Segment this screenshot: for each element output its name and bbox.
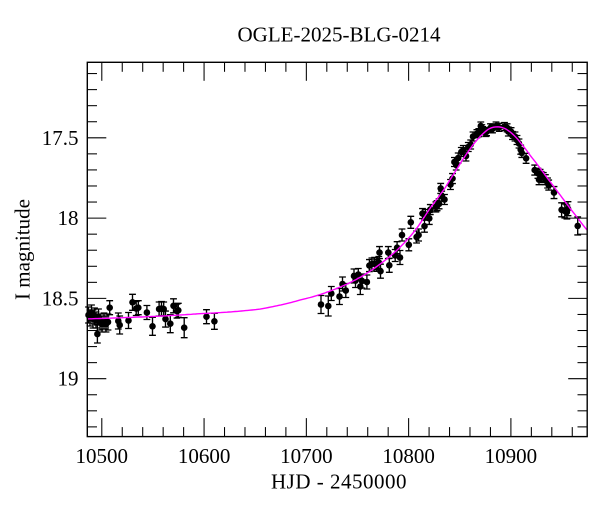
svg-text:10500: 10500 — [76, 444, 129, 468]
svg-text:10900: 10900 — [485, 444, 538, 468]
svg-text:10800: 10800 — [382, 444, 435, 468]
svg-text:18: 18 — [58, 206, 79, 230]
svg-text:18.5: 18.5 — [42, 286, 79, 310]
svg-text:I magnitude: I magnitude — [11, 199, 35, 300]
svg-text:19: 19 — [58, 367, 79, 391]
svg-text:10600: 10600 — [178, 444, 231, 468]
svg-text:10700: 10700 — [280, 444, 333, 468]
svg-text:17.5: 17.5 — [42, 126, 79, 150]
svg-text:OGLE-2025-BLG-0214: OGLE-2025-BLG-0214 — [238, 23, 441, 47]
svg-text:HJD - 2450000: HJD - 2450000 — [271, 470, 407, 494]
